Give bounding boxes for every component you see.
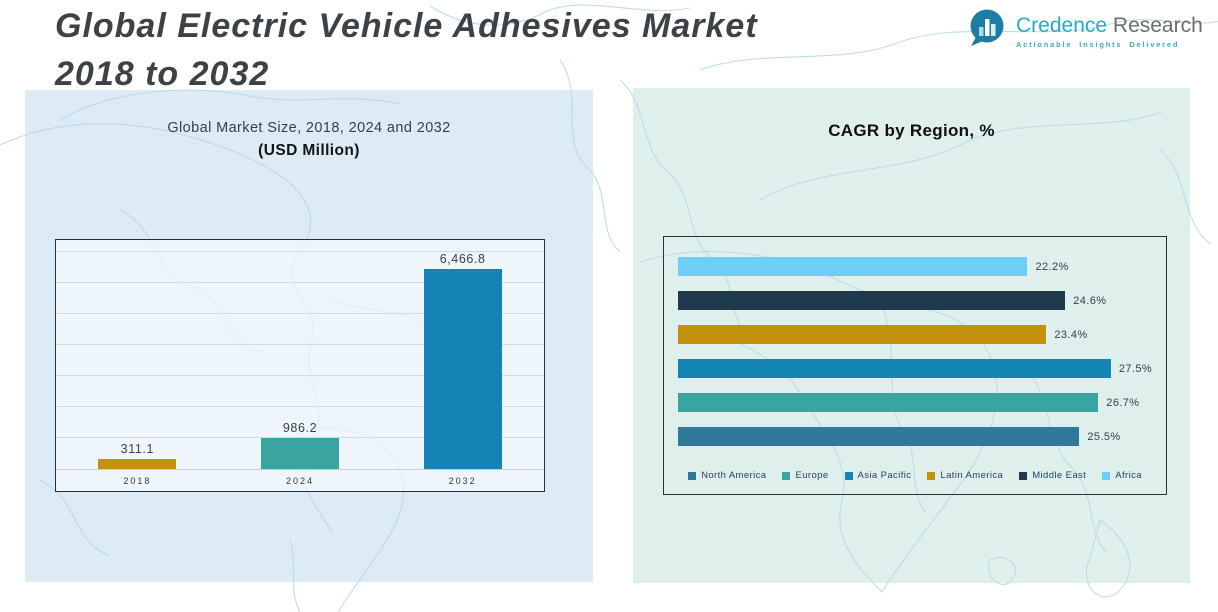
legend-label-asia-pacific: Asia Pacific <box>857 470 912 481</box>
bar-2024 <box>260 438 339 469</box>
hbar-row-asia-pacific: 27.5% <box>678 359 1166 378</box>
hbar-value-label-africa: 22.2% <box>1035 260 1069 273</box>
bar-2032 <box>423 268 502 469</box>
legend-item-latin-america: Latin America <box>927 470 1003 481</box>
market-size-chart-title: Global Market Size, 2018, 2024 and 2032 <box>167 120 451 136</box>
cagr-chart: 22.2% 24.6% 23.4% 27.5% 26.7% 25.5% North Ame… <box>663 236 1167 495</box>
credence-research-logo: Credence Research Actionable Insights De… <box>966 6 1203 49</box>
hbar-middle-east <box>678 291 1066 310</box>
brand-name-secondary: Research <box>1107 14 1203 37</box>
hbar-africa <box>678 257 1028 276</box>
hbar-row-middle-east: 24.6% <box>678 291 1166 310</box>
legend-label-latin-america: Latin America <box>940 470 1004 481</box>
legend-item-north-america: North America <box>688 470 766 481</box>
hbar-value-label-asia-pacific: 27.5% <box>1118 362 1153 375</box>
legend-item-europe: Europe <box>782 470 828 481</box>
logo-chart-bubble-icon <box>970 9 1004 46</box>
logo-text: Credence Research Actionable Insights De… <box>1016 15 1203 49</box>
legend-item-africa: Africa <box>1102 470 1142 481</box>
market-size-chart: 311.1 986.2 6,466.8 2018 2024 2032 <box>55 239 545 492</box>
hbar-north-america <box>678 427 1080 446</box>
hbar-latin-america <box>678 325 1047 344</box>
page-title-line1: Global Electric Vehicle Adhesives Market <box>55 7 758 45</box>
legend-swatch-africa <box>1102 471 1111 480</box>
legend-item-middle-east: Middle East <box>1019 470 1086 481</box>
hbar-asia-pacific <box>678 359 1111 378</box>
brand-tagline: Actionable Insights Delivered <box>1016 40 1180 49</box>
hbar-value-label-latin-america: 23.4% <box>1054 328 1088 341</box>
legend-swatch-asia-pacific <box>844 471 853 480</box>
hbar-value-label-europe: 26.7% <box>1106 396 1140 409</box>
legend-label-africa: Africa <box>1115 470 1142 481</box>
legend-swatch-north-america <box>688 471 697 480</box>
bar-value-label-2032: 6,466.8 <box>439 251 486 266</box>
hbar-value-label-north-america: 25.5% <box>1087 430 1121 443</box>
market-size-chart-subtitle: (USD Million) <box>258 142 360 159</box>
x-axis-label-2032: 2032 <box>448 475 477 486</box>
x-axis-label-2024: 2024 <box>285 475 314 486</box>
legend-label-europe: Europe <box>795 470 829 481</box>
hbar-row-latin-america: 23.4% <box>678 325 1166 344</box>
hbar-europe <box>678 393 1099 412</box>
page-title-line2: 2018 to 2032 <box>55 55 270 94</box>
market-size-plot: 311.1 986.2 6,466.8 <box>56 240 544 470</box>
legend-swatch-europe <box>782 471 791 480</box>
x-axis-label-2018: 2018 <box>123 475 152 486</box>
legend-label-north-america: North America <box>701 470 767 481</box>
legend-label-middle-east: Middle East <box>1032 470 1087 481</box>
hbar-row-europe: 26.7% <box>678 393 1166 412</box>
legend-swatch-latin-america <box>927 471 936 480</box>
hbar-value-label-middle-east: 24.6% <box>1073 294 1107 307</box>
market-size-x-axis: 2018 2024 2032 <box>56 470 544 491</box>
bar-group-2032: 6,466.8 <box>382 240 543 469</box>
cagr-chart-title: CAGR by Region, % <box>828 121 995 140</box>
legend-swatch-middle-east <box>1019 471 1028 480</box>
legend-item-asia-pacific: Asia Pacific <box>844 470 912 481</box>
cagr-plot: 22.2% 24.6% 23.4% 27.5% 26.7% 25.5% <box>664 237 1166 446</box>
cagr-legend: North America Europe Asia Pacific Latin Ame… <box>664 470 1166 481</box>
bar-group-2018: 311.1 <box>57 240 218 469</box>
hbar-row-africa: 22.2% <box>678 257 1166 276</box>
bar-value-label-2024: 986.2 <box>282 421 318 436</box>
page-title: Global Electric Vehicle Adhesives Market… <box>55 2 758 99</box>
bar-group-2024: 986.2 <box>219 240 380 469</box>
bar-value-label-2018: 311.1 <box>120 442 154 457</box>
brand-name: Credence Research <box>1016 15 1203 36</box>
hbar-row-north-america: 25.5% <box>678 427 1166 446</box>
brand-name-primary: Credence <box>1016 14 1108 37</box>
bar-2018 <box>98 459 177 469</box>
